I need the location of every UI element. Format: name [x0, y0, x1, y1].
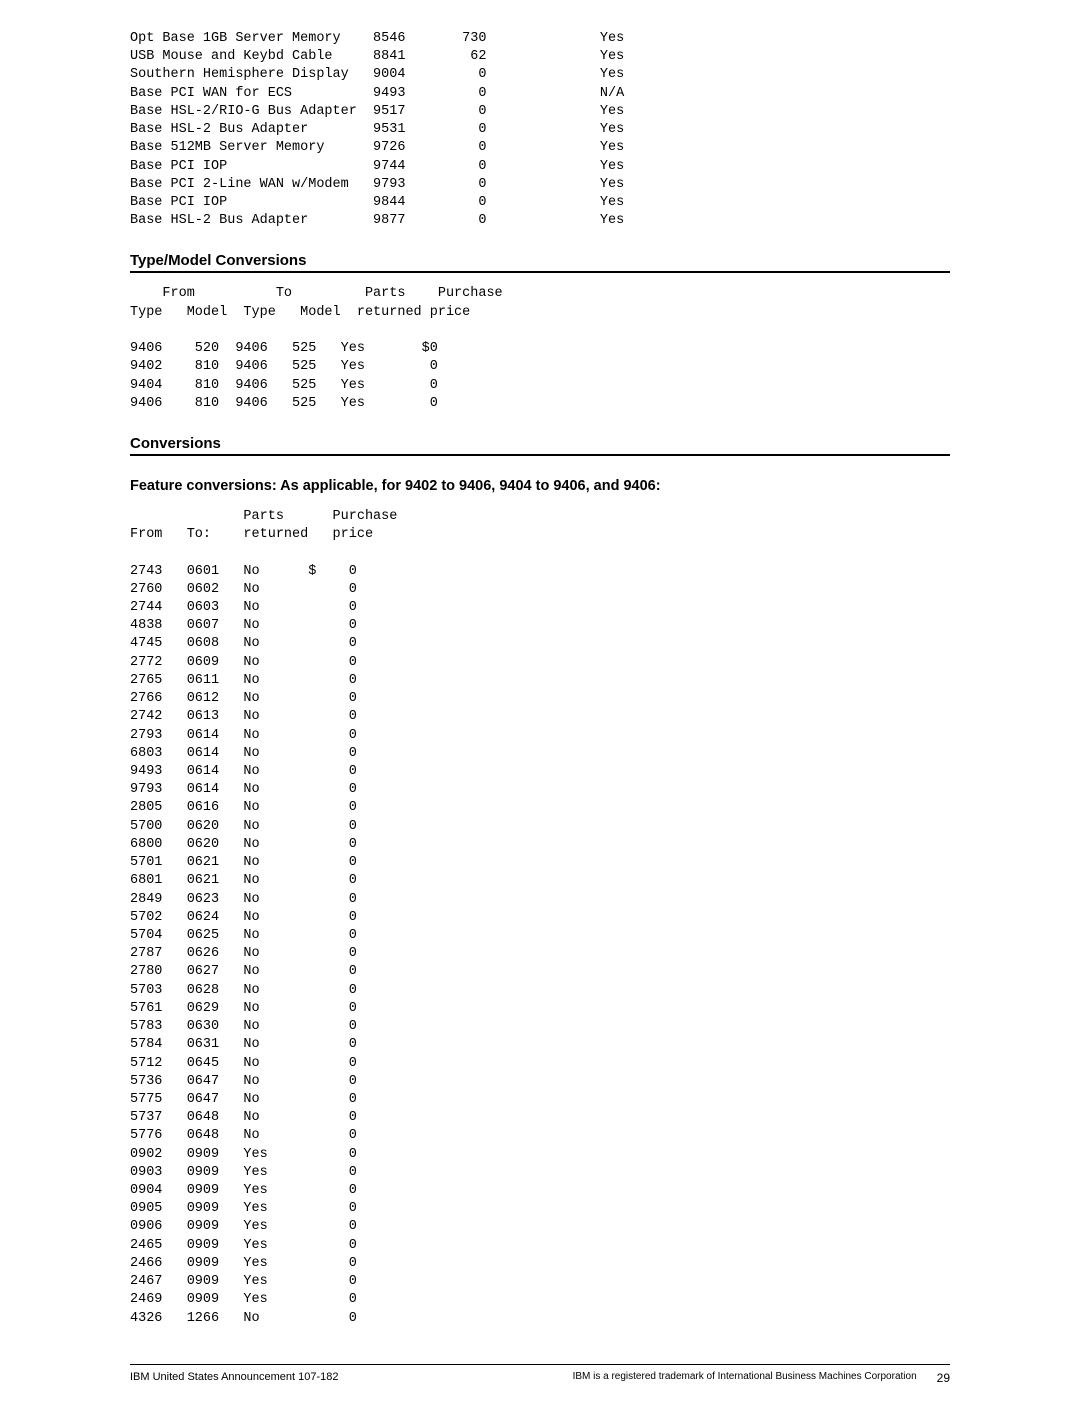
- type-model-table: From To Parts Purchase Type Model Type M…: [130, 285, 950, 413]
- footer-announcement: IBM United States Announcement 107-182: [130, 1371, 339, 1383]
- page-footer: IBM United States Announcement 107-182 I…: [130, 1364, 950, 1385]
- section-type-model-conversions: Type/Model Conversions: [130, 252, 950, 273]
- feature-conversions-table: Parts Purchase From To: returned price 2…: [130, 508, 950, 1328]
- footer-trademark: IBM is a registered trademark of Interna…: [339, 1371, 937, 1382]
- footer-page-number: 29: [937, 1371, 950, 1385]
- memory-options-table: Opt Base 1GB Server Memory 8546 730 Yes …: [130, 30, 950, 230]
- subheading-feature-conversions: Feature conversions: As applicable, for …: [130, 478, 950, 494]
- section-conversions: Conversions: [130, 435, 950, 456]
